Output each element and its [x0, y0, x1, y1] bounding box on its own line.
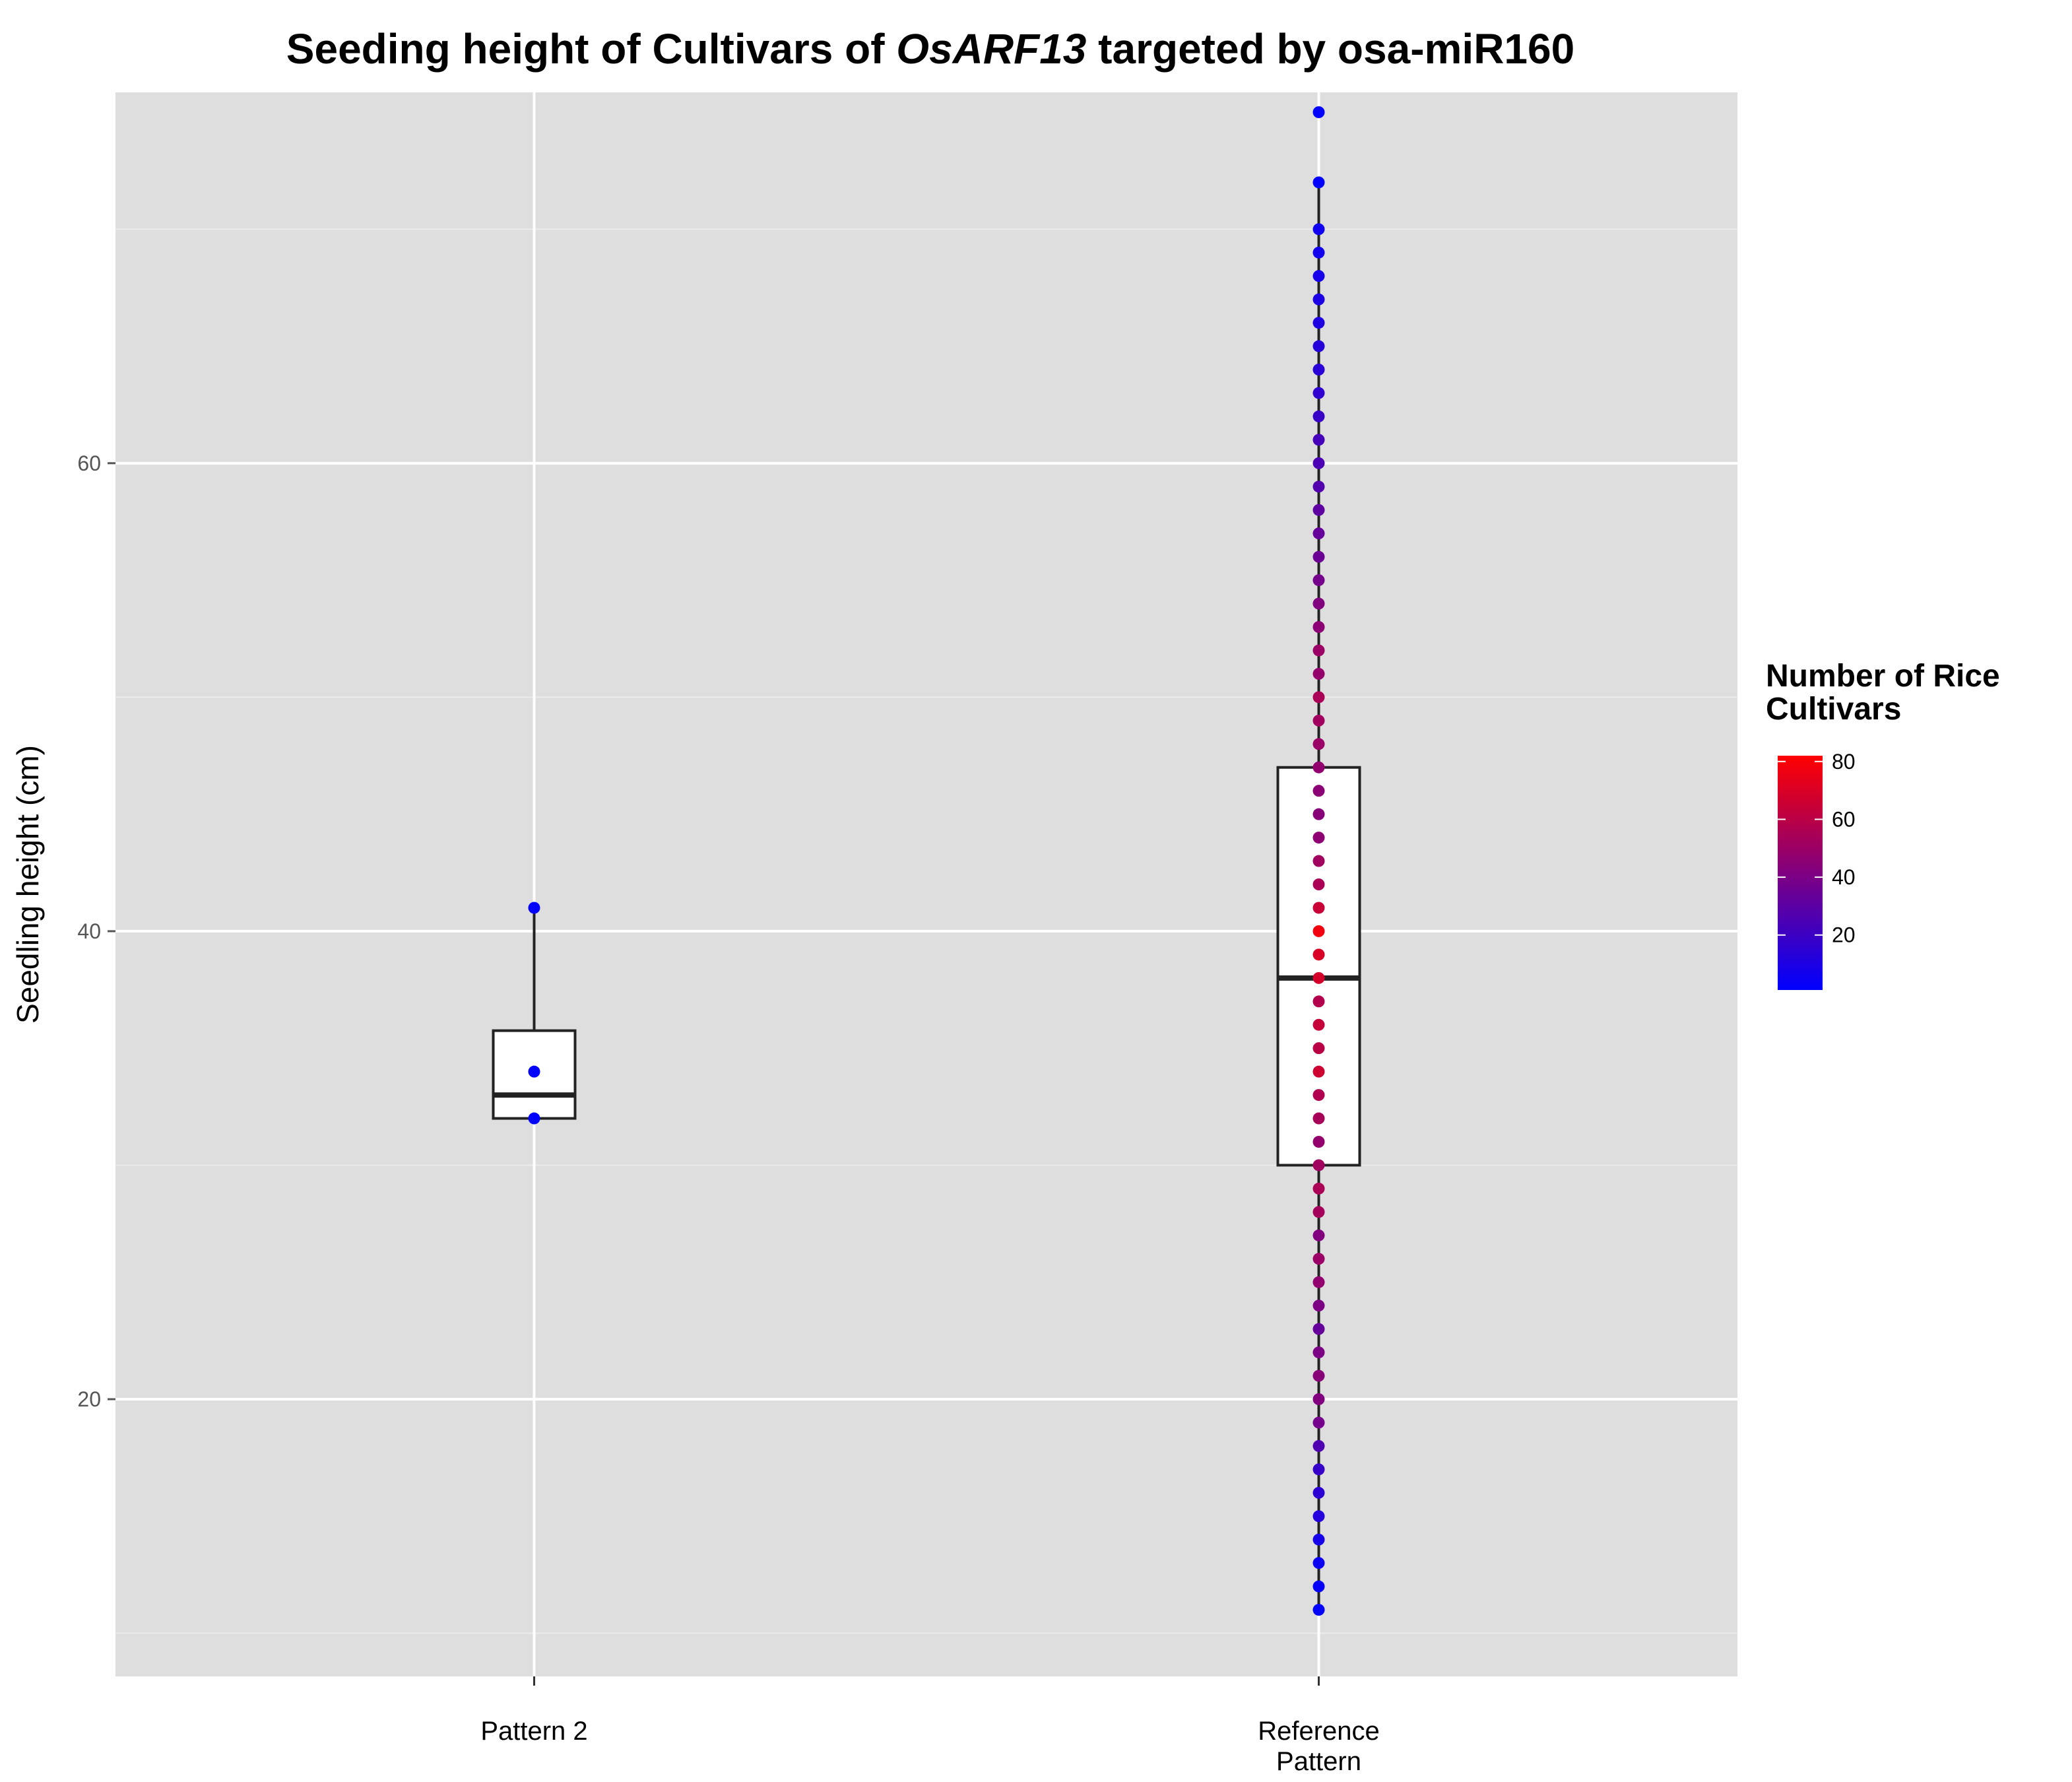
data-point	[1312, 574, 1325, 587]
data-point	[1312, 1346, 1325, 1359]
data-point	[1312, 1159, 1325, 1172]
data-point	[1312, 1042, 1325, 1055]
data-point	[1312, 995, 1325, 1008]
data-point	[1312, 504, 1325, 516]
legend-ticks: 20 40 60 80	[1778, 750, 1856, 947]
x-tick-label: Pattern 2	[480, 1717, 587, 1746]
data-point	[1312, 855, 1325, 867]
data-point	[1312, 364, 1325, 376]
data-point	[1312, 293, 1325, 306]
data-point	[1312, 1253, 1325, 1265]
data-point	[1312, 1112, 1325, 1125]
data-point	[1312, 1089, 1325, 1102]
data-point	[1312, 1300, 1325, 1312]
data-point	[1312, 902, 1325, 914]
data-point	[1312, 317, 1325, 329]
data-point	[1312, 1604, 1325, 1616]
x-tick-label: Reference Pattern	[1258, 1717, 1380, 1776]
data-point	[1312, 410, 1325, 422]
minor-gridlines	[115, 228, 1737, 1634]
data-point	[1312, 761, 1325, 774]
data-point	[1312, 106, 1325, 118]
box-iqr	[1276, 766, 1361, 1167]
data-point	[1312, 1439, 1325, 1452]
data-point	[528, 1112, 540, 1125]
data-point	[1312, 714, 1325, 727]
plot-panel	[115, 92, 1737, 1676]
data-point	[1312, 527, 1325, 540]
data-point	[1312, 1206, 1325, 1218]
data-point	[1312, 223, 1325, 236]
legend-tick-label: 80	[1832, 750, 1856, 774]
data-point	[1312, 480, 1325, 493]
data-point	[1312, 176, 1325, 189]
data-point	[1312, 691, 1325, 704]
data-point	[1312, 1580, 1325, 1593]
data-point	[1312, 1065, 1325, 1078]
data-point	[1312, 1018, 1325, 1031]
data-point	[1312, 340, 1325, 352]
data-point	[1312, 1323, 1325, 1335]
data-point	[1312, 1182, 1325, 1195]
data-point	[1312, 246, 1325, 259]
data-point	[1312, 832, 1325, 844]
legend-colorbar	[1778, 756, 1823, 990]
chart-title: Seeding height of Cultivars of OsARF13 t…	[286, 25, 1574, 73]
data-point	[1312, 550, 1325, 563]
data-point	[1312, 1136, 1325, 1148]
data-point	[1312, 1393, 1325, 1405]
data-point	[1312, 925, 1325, 937]
data-point	[528, 902, 540, 914]
y-tick-label: 40	[77, 919, 101, 943]
data-point	[528, 1065, 540, 1078]
y-axis-title: Seedling height (cm)	[11, 745, 45, 1024]
data-point	[1312, 1229, 1325, 1241]
legend-tick-label: 20	[1832, 923, 1856, 947]
data-point	[1312, 785, 1325, 797]
data-point	[1312, 1370, 1325, 1382]
legend-tick-label: 60	[1832, 807, 1856, 831]
data-point	[1312, 434, 1325, 446]
data-point	[1312, 808, 1325, 820]
legend-title: Number of Rice Cultivars	[1766, 659, 2009, 727]
data-point	[1312, 1463, 1325, 1476]
data-point	[1312, 270, 1325, 282]
x-axis-ticks: Pattern 2 Reference Pattern	[480, 1676, 1380, 1776]
data-point	[1312, 948, 1325, 961]
y-tick-label: 60	[77, 451, 101, 475]
data-point	[1312, 457, 1325, 469]
data-point	[1312, 1533, 1325, 1546]
data-point	[1312, 1557, 1325, 1569]
data-points	[528, 106, 1325, 1616]
data-point	[1312, 878, 1325, 890]
data-point	[1312, 644, 1325, 657]
legend-tick-label: 40	[1832, 865, 1856, 889]
data-point	[1312, 1486, 1325, 1499]
data-point	[1312, 1276, 1325, 1288]
y-axis-ticks: 20 40 60	[77, 451, 115, 1411]
data-point	[1312, 1510, 1325, 1523]
data-point	[1312, 387, 1325, 399]
data-point	[1312, 667, 1325, 680]
data-point	[1312, 1416, 1325, 1429]
color-legend: Number of Rice Cultivars 20 40 60 80	[1766, 659, 2009, 990]
data-point	[1312, 972, 1325, 984]
y-tick-label: 20	[77, 1387, 101, 1411]
data-point	[1312, 597, 1325, 610]
data-point	[1312, 621, 1325, 633]
data-point	[1312, 738, 1325, 750]
